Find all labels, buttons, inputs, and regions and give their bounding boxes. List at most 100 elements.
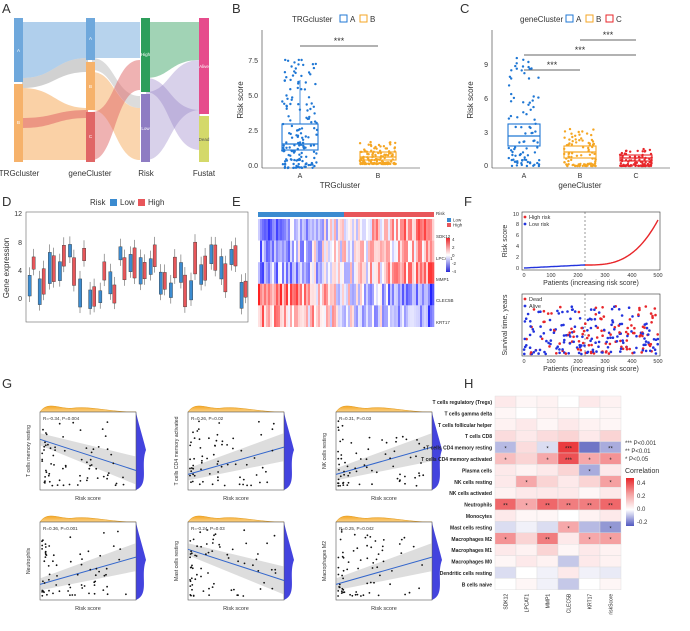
survival-point <box>644 305 648 308</box>
scatter-point <box>346 465 349 468</box>
scatter-point <box>339 484 341 487</box>
point-b-a <box>293 158 296 162</box>
box-d <box>229 249 234 265</box>
scatter-point <box>418 442 421 445</box>
heat-cell-e <box>266 262 269 284</box>
heat-cell-e <box>348 262 351 284</box>
heat-cell-e <box>428 305 431 327</box>
gene-label-2: MMP1 <box>436 277 449 282</box>
scatter-point <box>341 438 344 441</box>
scatter-point <box>41 548 43 550</box>
point-b-a <box>286 59 290 62</box>
scatter-point <box>79 553 82 556</box>
heat-cell-e <box>330 219 333 241</box>
heat-cell-e <box>376 240 379 263</box>
heat-cell-e <box>272 262 275 284</box>
scatter-point <box>190 550 193 553</box>
scatter-point <box>337 595 339 597</box>
scatter-point <box>216 433 219 436</box>
point-c <box>643 158 646 161</box>
survival-point <box>578 343 581 347</box>
survival-point <box>601 334 604 338</box>
survival-point <box>584 322 587 326</box>
survival-point <box>543 350 546 354</box>
heat-cell-e <box>418 240 421 263</box>
scatter-point <box>366 544 368 547</box>
heat-cell-e <box>386 305 389 327</box>
legend-label-c-b: B <box>596 15 601 24</box>
scatter-point <box>340 529 343 531</box>
heat-cell-e <box>264 283 267 306</box>
point-b-a <box>298 153 301 156</box>
scatter-point <box>96 477 99 479</box>
heat-cell-e <box>422 305 425 327</box>
heat-cell-e <box>310 240 313 263</box>
point-b-a <box>300 58 303 62</box>
heat-cell-e <box>322 240 325 263</box>
box-d <box>118 246 123 261</box>
heat-cell-e <box>304 283 307 306</box>
scatter-point <box>339 440 342 443</box>
scatter-point <box>45 554 48 556</box>
heat-cell-e <box>374 240 377 263</box>
point-c <box>514 64 517 68</box>
scale-e-1: 2 <box>452 245 455 250</box>
survival-point <box>559 305 562 309</box>
node-label-low: Low <box>141 126 150 131</box>
point-b-a <box>296 86 299 90</box>
scatter-point <box>231 548 234 551</box>
heat-cell-e <box>278 262 281 284</box>
point-c <box>634 164 637 167</box>
heat-cell-e <box>292 240 295 263</box>
scatter-point <box>196 545 199 548</box>
heat-cell-e <box>274 219 277 241</box>
scatter-point <box>211 550 214 552</box>
scatter-point <box>103 574 106 577</box>
density-top <box>335 405 433 413</box>
scatter-point <box>86 461 88 464</box>
scatter-point <box>117 530 119 533</box>
heat-cell-e <box>384 283 387 306</box>
legend-dot-f-high <box>523 215 527 219</box>
point-b-b <box>370 149 373 152</box>
survival-point <box>532 308 536 311</box>
sig-mark-h: *** <box>565 458 573 464</box>
scatter-point <box>389 583 391 586</box>
scatter-point <box>206 529 209 531</box>
heat-cell-e <box>368 262 371 284</box>
point-c <box>571 140 574 143</box>
survival-point <box>656 337 660 341</box>
heat-cell-e <box>294 240 297 263</box>
heat-cell-e <box>364 305 367 327</box>
panel-d: D Risk Low High 12 8 4 0 Gene expression <box>2 194 249 323</box>
heat-cell-e <box>336 219 339 241</box>
scatter-point <box>405 438 408 441</box>
density-top <box>187 515 285 523</box>
heat-cell-e <box>366 262 369 284</box>
scatter-point <box>344 461 346 464</box>
density-top <box>187 405 285 413</box>
heat-cell-e <box>282 219 285 241</box>
point-b-a <box>297 162 300 166</box>
point-c <box>516 116 519 119</box>
scatter-point <box>190 594 192 597</box>
point-b-a <box>285 146 288 149</box>
heat-cell-h <box>515 441 538 454</box>
scatter-point <box>422 474 425 477</box>
point-b-a <box>298 141 302 144</box>
heat-cell-e <box>286 240 289 263</box>
sig-c-ab: *** <box>547 60 558 70</box>
heat-cell-e <box>290 305 293 327</box>
scatter-point <box>342 569 345 572</box>
heat-cell-h <box>557 532 580 545</box>
heat-cell-e <box>412 262 415 284</box>
point-b-a <box>289 88 292 91</box>
point-b-a <box>309 73 312 76</box>
scatter-point <box>62 436 64 438</box>
point-b-a <box>287 153 290 157</box>
scatter-point <box>193 474 196 477</box>
heat-cell-e <box>270 283 273 306</box>
xtick-f-bot-3: 300 <box>600 359 609 365</box>
heat-cell-e <box>378 262 381 284</box>
heat-cell-e <box>258 305 261 327</box>
